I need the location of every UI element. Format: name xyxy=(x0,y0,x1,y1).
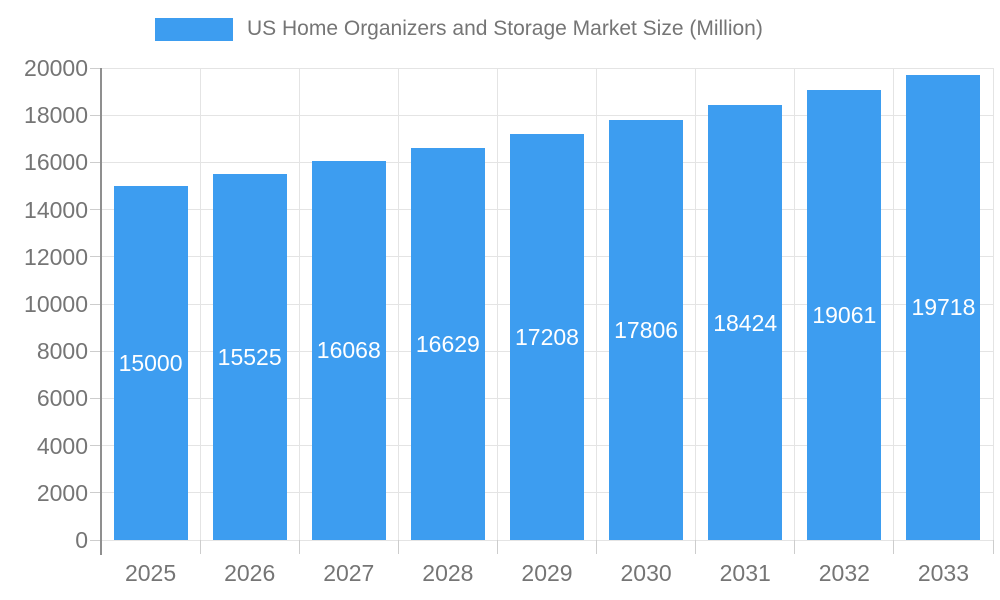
legend[interactable]: US Home Organizers and Storage Market Si… xyxy=(155,17,763,41)
y-axis-label: 18000 xyxy=(24,102,88,129)
y-axis-label: 8000 xyxy=(36,338,88,365)
y-axis-label: 10000 xyxy=(24,291,88,317)
y-axis-tick xyxy=(90,397,101,399)
y-axis-tick xyxy=(90,67,101,69)
bar[interactable] xyxy=(410,147,485,540)
gridline-vertical xyxy=(397,68,399,540)
bar-value-label: 15525 xyxy=(217,343,282,370)
bar[interactable] xyxy=(311,160,386,540)
x-axis-label: 2031 xyxy=(719,560,771,586)
x-axis-tick xyxy=(397,540,399,554)
x-axis-label: 2025 xyxy=(124,560,177,586)
bar-value-label: 16629 xyxy=(415,330,480,357)
x-axis-tick xyxy=(199,540,201,554)
y-axis-tick xyxy=(90,350,101,352)
x-axis-label: 2030 xyxy=(620,560,672,586)
gridline-vertical xyxy=(596,68,598,540)
y-axis-tick xyxy=(90,492,101,494)
y-axis-line xyxy=(99,68,102,555)
bar[interactable] xyxy=(510,133,584,540)
y-axis-tick xyxy=(90,445,101,447)
bar-value-label: 18424 xyxy=(713,309,778,336)
bar-value-label: 19061 xyxy=(812,302,877,329)
x-axis-tick xyxy=(596,540,598,554)
y-axis-label: 0 xyxy=(75,527,88,553)
x-axis-tick xyxy=(893,540,895,554)
x-axis-label: 2026 xyxy=(224,560,276,586)
gridline-vertical xyxy=(496,68,498,540)
y-axis-tick xyxy=(90,539,101,541)
y-axis-tick xyxy=(90,161,101,163)
bar[interactable] xyxy=(807,90,882,540)
y-axis-label: 14000 xyxy=(24,196,88,223)
bar[interactable] xyxy=(708,105,783,540)
bar-value-label: 17208 xyxy=(515,323,579,350)
bar[interactable] xyxy=(609,119,684,540)
x-axis-tick xyxy=(298,540,300,554)
y-axis-label: 16000 xyxy=(24,149,88,176)
y-axis-label: 20000 xyxy=(24,55,88,81)
x-axis-label: 2033 xyxy=(917,560,970,586)
chart-title: US Home Organizers and Storage Market Si… xyxy=(247,17,763,40)
gridline-horizontal xyxy=(101,67,993,69)
x-axis-label: 2032 xyxy=(818,560,870,586)
bar-value-label: 16068 xyxy=(316,337,381,364)
bar-value-label: 19718 xyxy=(911,294,976,321)
gridline-vertical xyxy=(893,68,895,540)
x-axis-label: 2027 xyxy=(323,560,375,586)
y-axis-label: 2000 xyxy=(36,479,88,506)
x-axis-tick xyxy=(992,540,994,554)
y-axis-tick xyxy=(90,303,101,305)
gridline-vertical xyxy=(794,68,796,540)
y-axis-tick xyxy=(90,209,101,211)
x-axis-tick xyxy=(695,540,697,554)
bar[interactable] xyxy=(113,186,188,540)
y-axis-label: 12000 xyxy=(24,243,88,270)
bar[interactable] xyxy=(906,74,981,540)
y-axis-tick xyxy=(90,114,101,116)
gridline-vertical xyxy=(695,68,697,540)
y-axis-label: 6000 xyxy=(36,385,88,412)
y-axis-label: 4000 xyxy=(36,432,88,459)
x-axis-label: 2029 xyxy=(521,560,573,586)
gridline-horizontal xyxy=(101,539,993,541)
x-axis-label: 2028 xyxy=(422,560,474,586)
gridline-horizontal xyxy=(101,114,993,116)
x-axis-tick xyxy=(496,540,498,554)
x-axis-tick xyxy=(794,540,796,554)
gridline-vertical xyxy=(298,68,300,540)
bar-value-label: 17806 xyxy=(614,316,679,343)
gridline-vertical xyxy=(992,68,994,540)
y-axis-tick xyxy=(90,256,101,258)
bar-value-label: 15000 xyxy=(118,350,183,376)
legend-swatch xyxy=(155,17,233,41)
bar[interactable] xyxy=(212,173,287,540)
gridline-vertical xyxy=(199,68,201,540)
